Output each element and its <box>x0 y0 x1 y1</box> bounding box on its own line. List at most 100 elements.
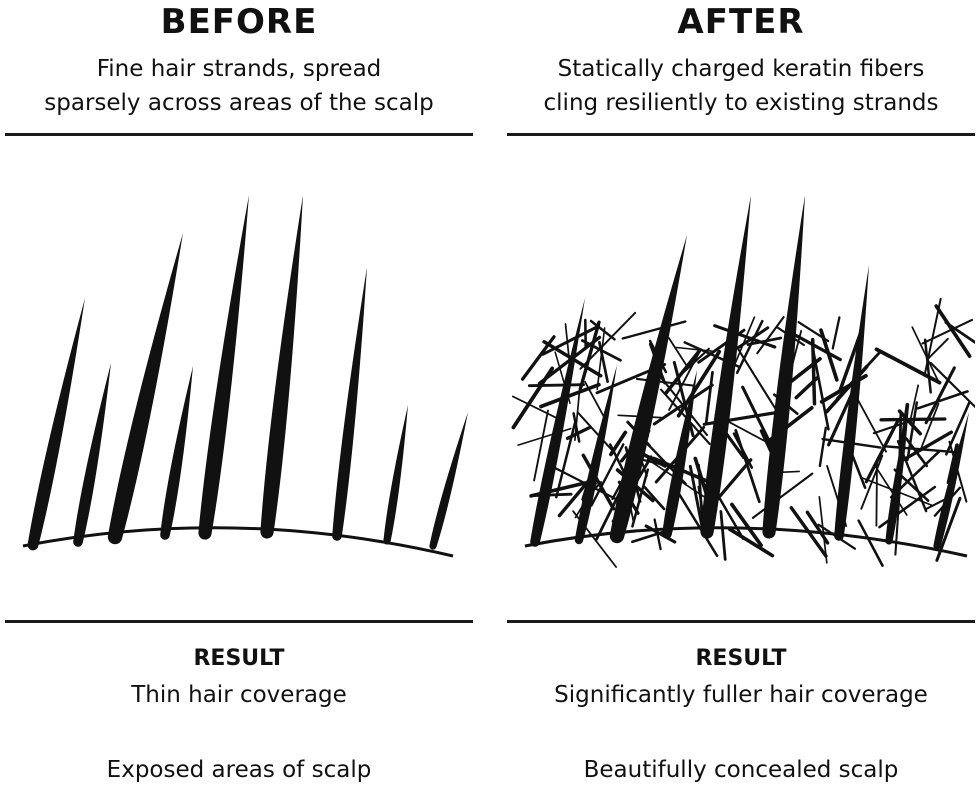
after-keratin-fiber <box>924 366 956 425</box>
after-keratin-fiber <box>577 411 615 454</box>
after-keratin-fiber <box>727 527 775 558</box>
after-keratin-fiber <box>590 443 625 507</box>
after-bottom-divider <box>507 620 975 623</box>
after-keratin-fiber <box>715 492 745 540</box>
after-keratin-fiber <box>572 412 581 443</box>
before-hair-strand <box>160 366 193 540</box>
after-description-line-1: Statically charged keratin fibers <box>557 56 925 82</box>
after-keratin-fiber <box>511 366 555 430</box>
after-keratin-fiber <box>668 348 702 411</box>
after-keratin-fiber <box>921 318 974 345</box>
after-hair-strand <box>662 370 697 539</box>
after-keratin-fiber <box>527 383 585 388</box>
after-keratin-fiber <box>879 417 947 422</box>
after-description-line-2: cling resiliently to existing strands <box>543 90 939 116</box>
after-keratin-fiber <box>789 506 828 558</box>
after-keratin-fiber <box>935 496 962 562</box>
after-keratin-fiber <box>751 472 814 519</box>
after-keratin-fiber <box>596 327 606 391</box>
after-description: Statically charged keratin fibers cling … <box>507 52 975 120</box>
after-keratin-fiber <box>555 420 577 499</box>
after-keratin-fiber <box>904 437 929 468</box>
after-keratin-fiber <box>574 393 581 442</box>
after-keratin-fiber <box>857 519 884 567</box>
after-keratin-fiber <box>818 426 827 468</box>
after-keratin-fiber <box>664 349 701 395</box>
before-hair-strand <box>73 363 111 547</box>
after-keratin-fiber <box>578 320 601 391</box>
after-keratin-fiber <box>719 510 727 561</box>
after-keratin-fiber <box>652 383 714 426</box>
after-keratin-fiber <box>713 324 777 349</box>
after-keratin-fiber <box>733 316 756 366</box>
after-keratin-fiber <box>884 445 955 454</box>
after-keratin-fiber <box>557 477 592 518</box>
after-keratin-fiber <box>652 456 717 487</box>
before-panel: BEFORE Fine hair strands, spread sparsel… <box>5 0 473 800</box>
after-keratin-fiber <box>788 357 822 384</box>
after-keratin-fiber <box>704 370 714 424</box>
after-keratin-fiber <box>589 319 616 341</box>
after-hair-strand <box>530 298 585 547</box>
after-keratin-fiber <box>735 346 777 411</box>
after-keratin-fiber <box>875 461 878 527</box>
after-keratin-fiber <box>730 502 763 548</box>
after-hair-strand <box>885 405 909 545</box>
before-hair-strand <box>429 412 468 550</box>
after-keratin-fiber <box>923 338 932 394</box>
after-hair-strand <box>574 365 617 545</box>
before-heading: BEFORE <box>160 2 318 42</box>
after-keratin-fiber <box>812 350 830 431</box>
after-keratin-fiber <box>584 380 607 421</box>
after-keratin-fiber <box>676 349 722 418</box>
after-keratin-fiber <box>911 326 941 385</box>
after-keratin-fiber <box>746 336 783 346</box>
after-strands <box>530 195 969 550</box>
after-hair-illustration <box>511 195 975 568</box>
before-hair-strand <box>27 298 86 551</box>
before-description: Fine hair strands, spread sparsely acros… <box>5 52 473 120</box>
after-hair-strand <box>762 195 805 539</box>
after-keratin-fiber <box>850 451 867 490</box>
before-hair-illustration <box>22 195 468 558</box>
after-keratin-fiber <box>818 495 828 564</box>
after-keratin-fiber <box>929 361 975 409</box>
before-result-line-2: Exposed areas of scalp <box>106 757 372 783</box>
after-keratin-fiber <box>533 409 549 482</box>
after-keratin-fiber <box>926 337 949 361</box>
after-keratin-fiber <box>735 319 764 374</box>
after-keratin-fiber <box>934 304 972 358</box>
after-keratin-fiber <box>688 464 705 536</box>
after-keratin-fiber <box>756 316 785 355</box>
after-keratin-fiber <box>621 320 687 340</box>
before-description-line-1: Fine hair strands, spread <box>96 56 382 82</box>
after-keratin-fiber <box>831 316 841 350</box>
after-keratin-fiber <box>874 465 908 516</box>
after-heading: AFTER <box>677 2 805 42</box>
after-keratin-fiber <box>946 443 959 485</box>
after-keratin-fiber <box>810 337 817 406</box>
before-hair-strand <box>260 195 303 539</box>
after-keratin-fiber <box>631 468 650 528</box>
after-scalp-line <box>524 526 968 558</box>
after-hair-strand <box>609 235 687 544</box>
after-keratin-fiber <box>734 428 761 504</box>
after-keratin-fiber <box>897 409 923 436</box>
after-keratin-fiber <box>906 401 919 462</box>
after-keratin-fiber <box>541 324 601 356</box>
before-strands <box>27 195 468 551</box>
after-keratin-fiber <box>631 529 667 544</box>
after-keratin-fiber <box>677 492 719 558</box>
after-result-label: RESULT <box>695 646 787 671</box>
after-keratin-fiber <box>923 297 942 377</box>
after-keratin-fiber <box>520 335 556 381</box>
after-keratin-fiber <box>864 418 901 484</box>
before-bottom-divider <box>5 620 473 623</box>
after-top-divider <box>507 133 975 136</box>
after-result-line-1: Significantly fuller hair coverage <box>554 682 928 708</box>
before-hair-strand <box>107 233 183 545</box>
after-keratin-fiber <box>531 492 573 498</box>
after-keratin-fiber <box>667 336 689 369</box>
after-keratin-fiber <box>853 391 888 453</box>
after-keratin-fiber <box>916 390 969 410</box>
